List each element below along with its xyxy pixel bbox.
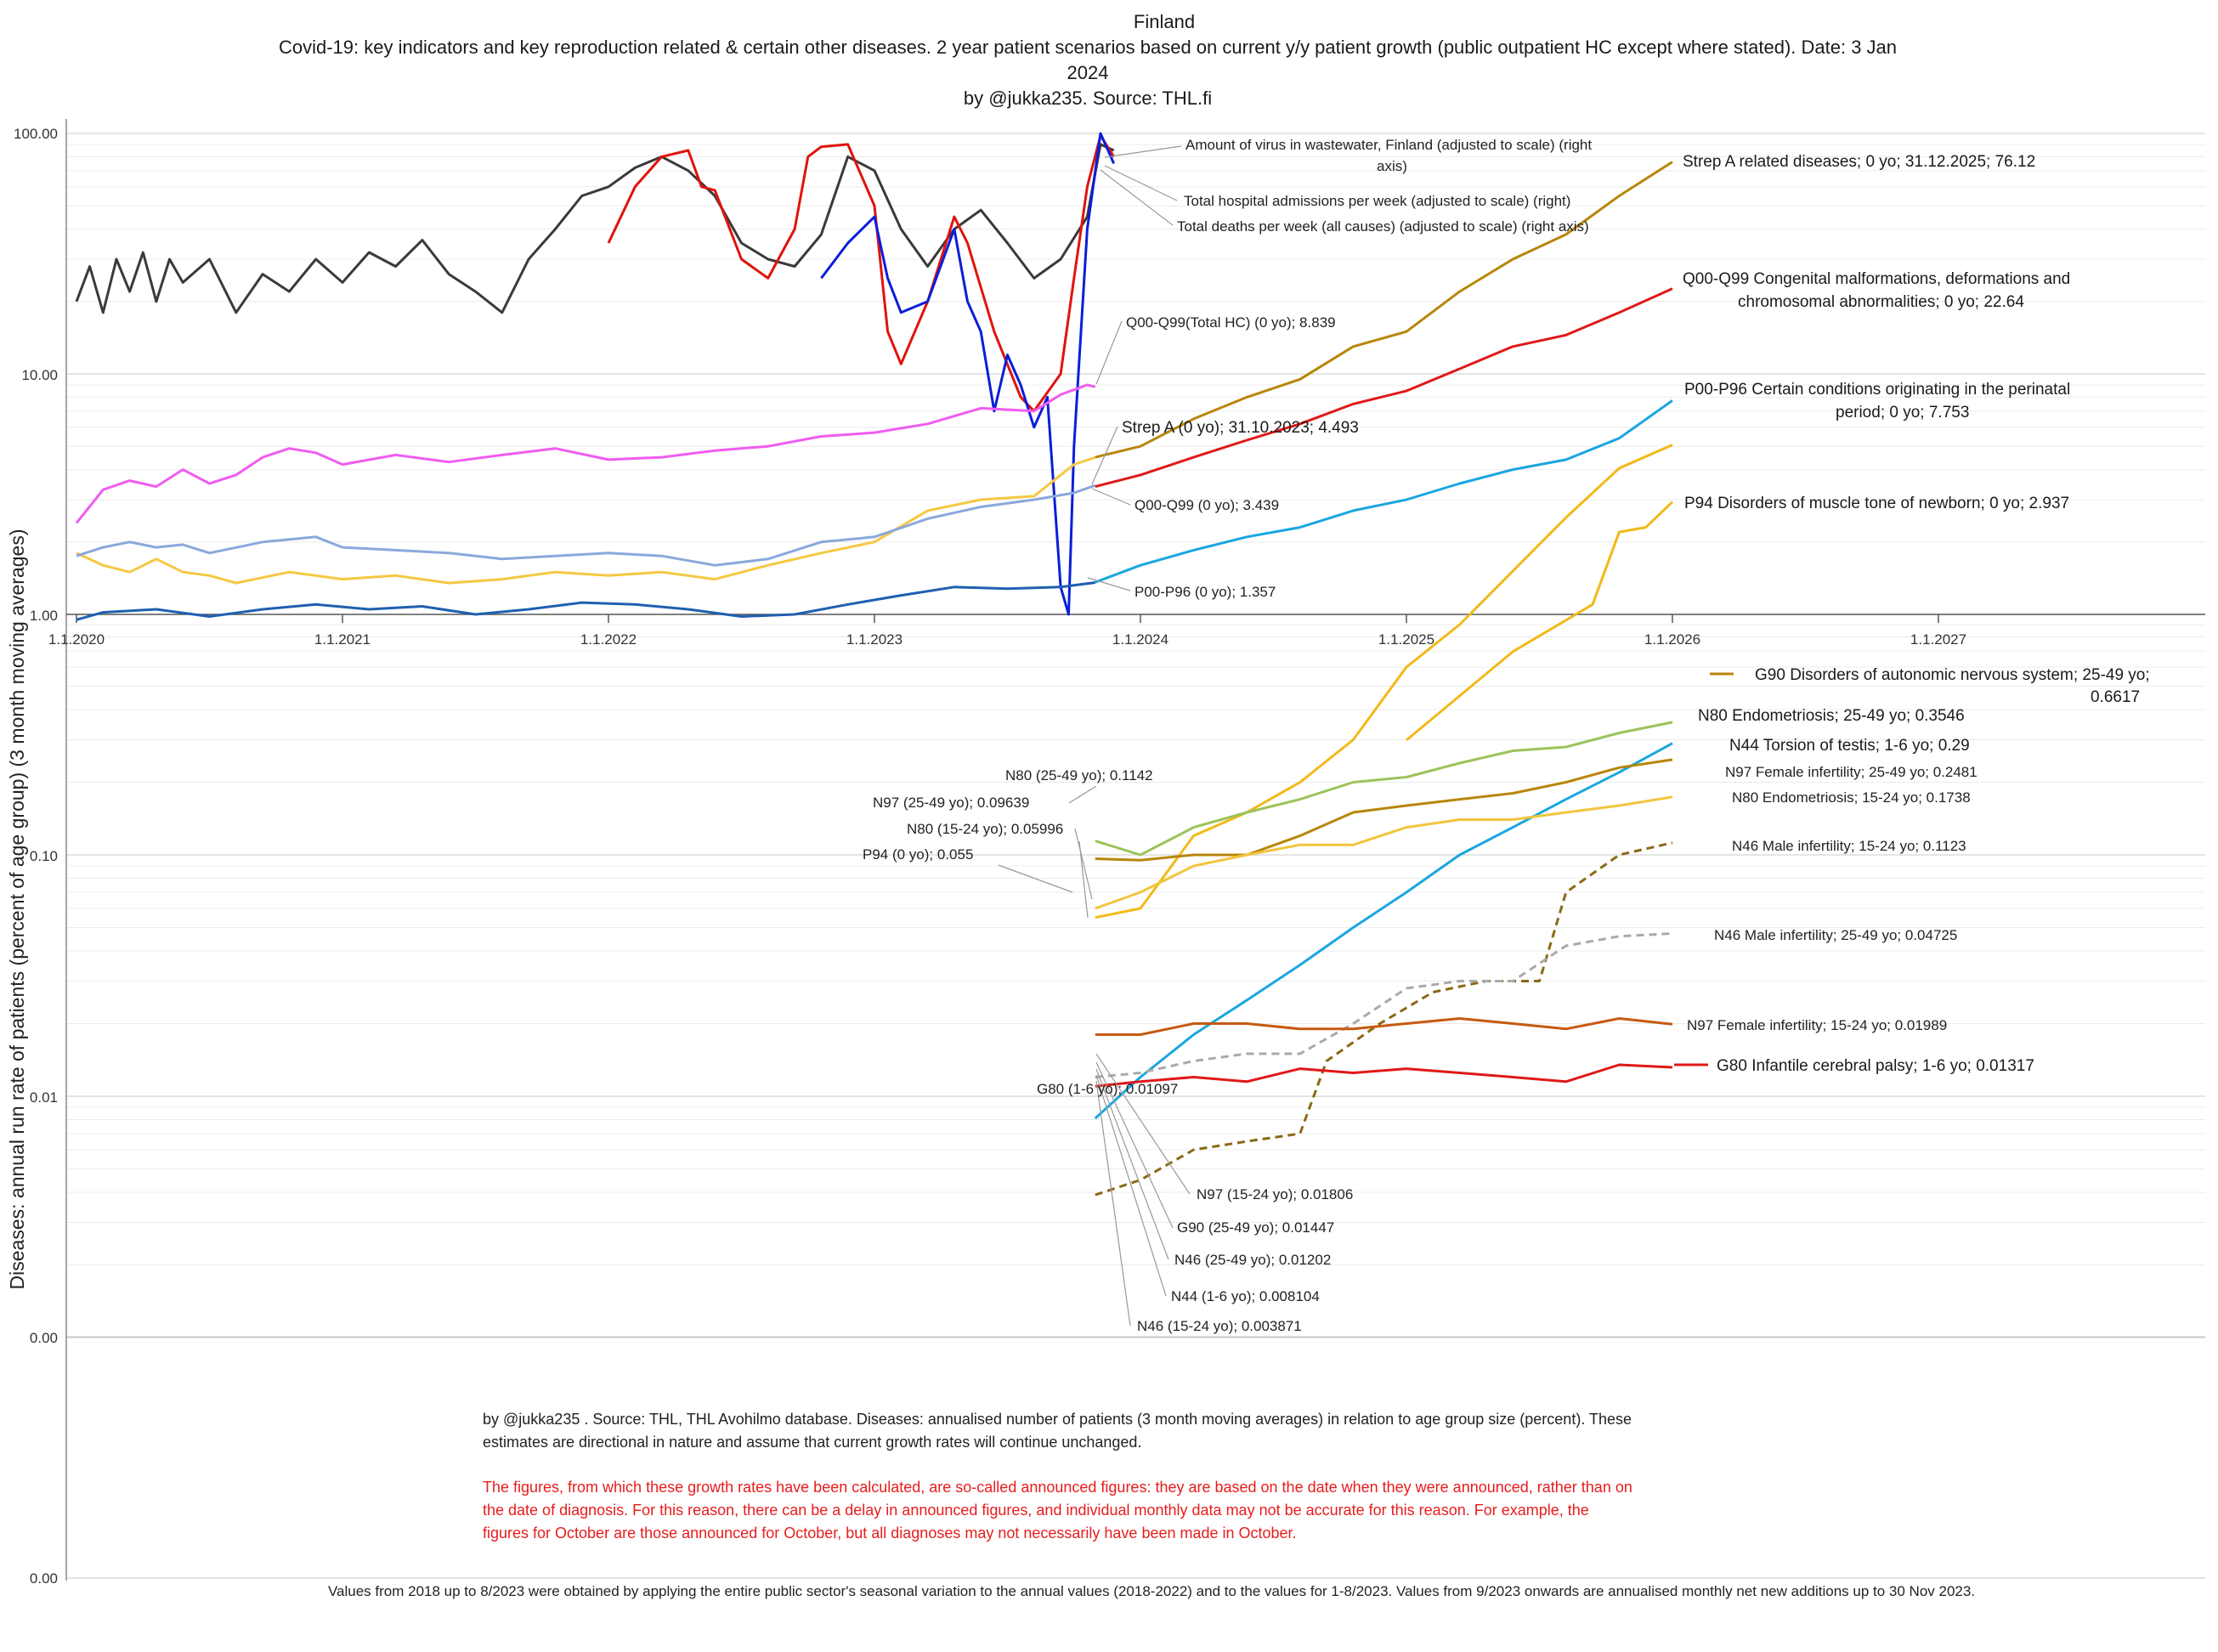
- label-p96-certain-2: period; 0 yo; 7.753: [1836, 404, 1969, 421]
- x-tick-label: 1.1.2023: [846, 631, 902, 648]
- label-n44-right: N44 Torsion of testis; 1-6 yo; 0.29: [1729, 737, 1970, 755]
- label-n46-2549-right: N46 Male infertility; 25-49 yo; 0.04725: [1714, 927, 1957, 943]
- label-g80-left: G80 (1-6 yo); 0.01097: [1037, 1081, 1178, 1097]
- y-tick-label: 1.00: [30, 608, 58, 624]
- label-wastewater-2: axis): [1377, 158, 1407, 174]
- label-strepa-related: Strep A related diseases; 0 yo; 31.12.20…: [1683, 153, 2035, 171]
- top-series-line: [76, 581, 1095, 621]
- x-tick-label: 1.1.2027: [1910, 631, 1966, 648]
- warning-note: The figures, from which these growth rat…: [483, 1479, 1632, 1542]
- bottom-left-labels: N80 (25-49 yo); 0.1142 N97 (25-49 yo); 0…: [863, 767, 1353, 1334]
- gridlines: [65, 119, 2205, 1581]
- label-p96: P00-P96 (0 yo); 1.357: [1134, 584, 1276, 600]
- label-wastewater: Amount of virus in wastewater, Finland (…: [1185, 137, 1592, 153]
- bottom-series-line: [1095, 795, 1673, 910]
- top-series-line: [1095, 161, 1673, 459]
- label-n80-2549-left: N80 (25-49 yo); 0.1142: [1005, 767, 1153, 784]
- y-ticks: 100.00 10.00 1.00 0.10 0.01 0.00 0.00: [14, 126, 58, 1587]
- label-p94-left: P94 (0 yo); 0.055: [863, 846, 973, 863]
- bottom-series-line: [1095, 1063, 1673, 1088]
- label-p96-certain-1: P00-P96 Certain conditions originating i…: [1684, 381, 2070, 399]
- footer-note: Values from 2018 up to 8/2023 were obtai…: [327, 1583, 1976, 1599]
- bottom-series-line: [1094, 742, 1673, 1120]
- label-n97-1524-left: N97 (15-24 yo); 0.01806: [1197, 1186, 1353, 1202]
- y-axis-label: Diseases: annual run rate of patients (p…: [6, 529, 28, 1290]
- chart-title-line-2: Covid-19: key indicators and key reprodu…: [279, 37, 1897, 58]
- top-series-line: [76, 455, 1096, 585]
- label-n97-2549-right: N97 Female infertility; 25-49 yo; 0.2481: [1725, 764, 1978, 780]
- bottom-series-line: [1095, 721, 1673, 857]
- x-tick-label: 1.1.2021: [314, 631, 371, 648]
- leader-lines: [998, 145, 1734, 1327]
- y-tick-label: 0.00: [30, 1330, 58, 1346]
- label-q99-congenital-1: Q00-Q99 Congenital malformations, deform…: [1683, 270, 2070, 288]
- label-n80-1524-left: N80 (15-24 yo); 0.05996: [907, 821, 1063, 837]
- chart-title-line-1: Finland: [1134, 11, 1195, 32]
- source-note: by @jukka235 . Source: THL, THL Avohilmo…: [483, 1411, 1632, 1451]
- label-q99-congenital-2: chromosomal abnormalities; 0 yo; 22.64: [1738, 293, 2024, 311]
- x-ticks: 1.1.2020 1.1.2021 1.1.2022 1.1.2023 1.1.…: [48, 631, 1966, 648]
- label-q99-total: Q00-Q99(Total HC) (0 yo); 8.839: [1126, 314, 1336, 331]
- bottom-right-labels: G90 Disorders of autonomic nervous syste…: [1687, 666, 2150, 1075]
- x-tick-label: 1.1.2020: [48, 631, 105, 648]
- chart-title-line-3: 2024: [1067, 62, 1109, 83]
- label-g90-right-1: G90 Disorders of autonomic nervous syste…: [1755, 666, 2150, 684]
- bottom-series-line: [1095, 758, 1673, 862]
- top-series-line: [1095, 399, 1673, 584]
- y-tick-label: 0.01: [30, 1089, 58, 1106]
- label-n97-1524-right: N97 Female infertility; 15-24 yo; 0.0198…: [1687, 1017, 1947, 1033]
- y-tick-label: 100.00: [14, 126, 58, 142]
- label-hospital: Total hospital admissions per week (adju…: [1184, 193, 1570, 209]
- top-series-line: [75, 143, 1115, 314]
- x-tick-label: 1.1.2026: [1644, 631, 1700, 648]
- y-tick-label: 10.00: [21, 367, 58, 383]
- top-series-line: [607, 134, 1115, 413]
- chart-title-line-4: by @jukka235. Source: THL.fi: [964, 88, 1212, 109]
- top-series-line: [1095, 287, 1673, 489]
- x-tick-label: 1.1.2022: [580, 631, 637, 648]
- label-g90-left: G90 (25-49 yo); 0.01447: [1177, 1219, 1334, 1236]
- top-panel-labels: Amount of virus in wastewater, Finland (…: [1122, 137, 2070, 600]
- label-n46-1524-right: N46 Male infertility; 15-24 yo; 0.1123: [1732, 838, 1966, 854]
- label-p94: P94 Disorders of muscle tone of newborn;…: [1684, 495, 2069, 512]
- label-q99: Q00-Q99 (0 yo); 3.439: [1134, 497, 1279, 513]
- top-series-line: [76, 484, 1096, 567]
- label-strepa: Strep A (0 yo); 31.10.2023; 4.493: [1122, 419, 1359, 437]
- x-tick-label: 1.1.2025: [1378, 631, 1434, 648]
- label-n44-left: N44 (1-6 yo); 0.008104: [1171, 1288, 1320, 1304]
- label-n46-2549-left: N46 (25-49 yo); 0.01202: [1174, 1252, 1331, 1268]
- label-n97-2549-left: N97 (25-49 yo); 0.09639: [873, 795, 1029, 811]
- bottom-series-line: [1095, 932, 1673, 1078]
- top-series-line: [75, 383, 1096, 524]
- top-series-line: [1406, 501, 1674, 742]
- x-tick-label: 1.1.2024: [1112, 631, 1168, 648]
- label-n46-1524-left: N46 (15-24 yo); 0.003871: [1137, 1318, 1302, 1334]
- bottom-series-line: [1095, 841, 1673, 1197]
- bottom-series-line: [1095, 1017, 1673, 1036]
- label-g80-right: G80 Infantile cerebral palsy; 1-6 yo; 0.…: [1717, 1057, 2034, 1075]
- series-layer: [75, 132, 1674, 1197]
- label-n80-1524-right: N80 Endometriosis; 15-24 yo; 0.1738: [1732, 789, 1971, 806]
- label-n80-2549-right: N80 Endometriosis; 25-49 yo; 0.3546: [1698, 707, 1965, 725]
- y-tick-label: 0.10: [30, 848, 58, 864]
- bottom-series-line: [1095, 444, 1673, 919]
- label-g90-right-2: 0.6617: [2091, 688, 2140, 706]
- y-tick-label: 0.00: [30, 1570, 58, 1587]
- top-series-line: [820, 132, 1116, 616]
- label-deaths: Total deaths per week (all causes) (adju…: [1177, 218, 1589, 235]
